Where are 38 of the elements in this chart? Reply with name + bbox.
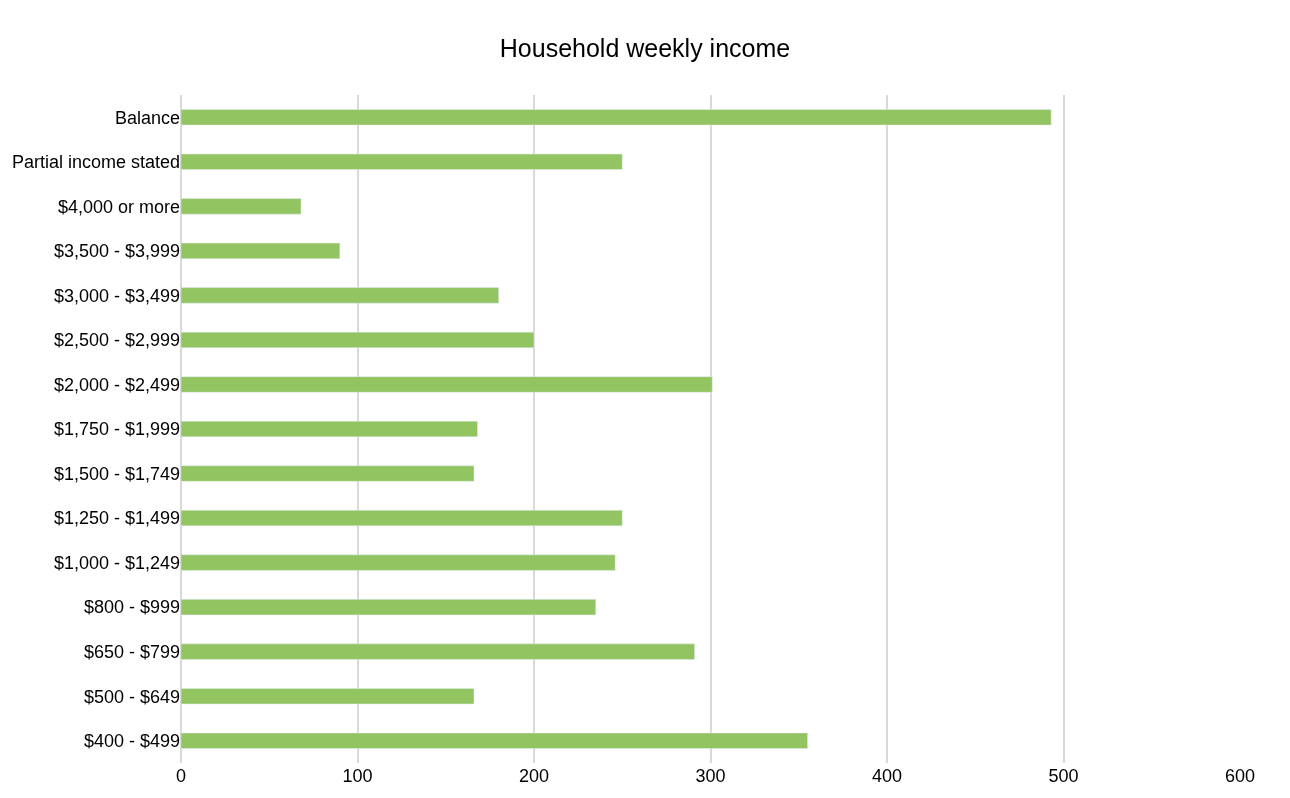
bar xyxy=(181,198,302,215)
bar xyxy=(181,331,535,348)
bar xyxy=(181,599,597,616)
x-tick-label: 200 xyxy=(518,766,550,786)
y-tick-label: $3,500 - $3,999 xyxy=(53,241,180,262)
bar xyxy=(181,376,713,393)
bar xyxy=(181,732,808,749)
chart-title: Household weekly income xyxy=(499,34,791,63)
bar xyxy=(181,109,1052,126)
y-tick-label: $650 - $799 xyxy=(83,641,180,662)
x-tick-label: 600 xyxy=(1224,766,1256,786)
x-tick-label: 400 xyxy=(871,766,903,786)
y-tick-label: $4,000 or more xyxy=(57,196,180,217)
y-tick-label: $3,000 - $3,499 xyxy=(53,285,180,306)
x-tick-label: 300 xyxy=(695,766,726,786)
bar xyxy=(181,465,475,482)
x-tick-label: 0 xyxy=(175,766,187,786)
y-tick-label: Balance xyxy=(114,107,180,128)
bar xyxy=(181,688,475,705)
y-tick-label: $1,000 - $1,249 xyxy=(53,552,180,573)
bar xyxy=(181,242,341,259)
y-tick-label: $400 - $499 xyxy=(83,731,180,752)
y-tick-label: $500 - $649 xyxy=(83,686,180,707)
x-tick-label: 500 xyxy=(1048,766,1079,786)
bar xyxy=(181,153,623,170)
y-tick-label: Partial income stated xyxy=(11,152,180,173)
y-tick-label: $1,750 - $1,999 xyxy=(53,419,180,440)
y-tick-label: $1,250 - $1,499 xyxy=(53,508,180,529)
bar xyxy=(181,643,695,660)
bar xyxy=(181,510,623,527)
y-tick-label: $2,000 - $2,499 xyxy=(53,374,180,395)
bar xyxy=(181,554,616,571)
bar xyxy=(181,420,478,438)
x-tick-label: 100 xyxy=(342,766,373,786)
y-tick-label: $1,500 - $1,749 xyxy=(53,463,180,484)
y-tick-label: $800 - $999 xyxy=(83,597,180,618)
y-tick-label: $2,500 - $2,999 xyxy=(53,330,180,351)
bar xyxy=(181,287,499,304)
